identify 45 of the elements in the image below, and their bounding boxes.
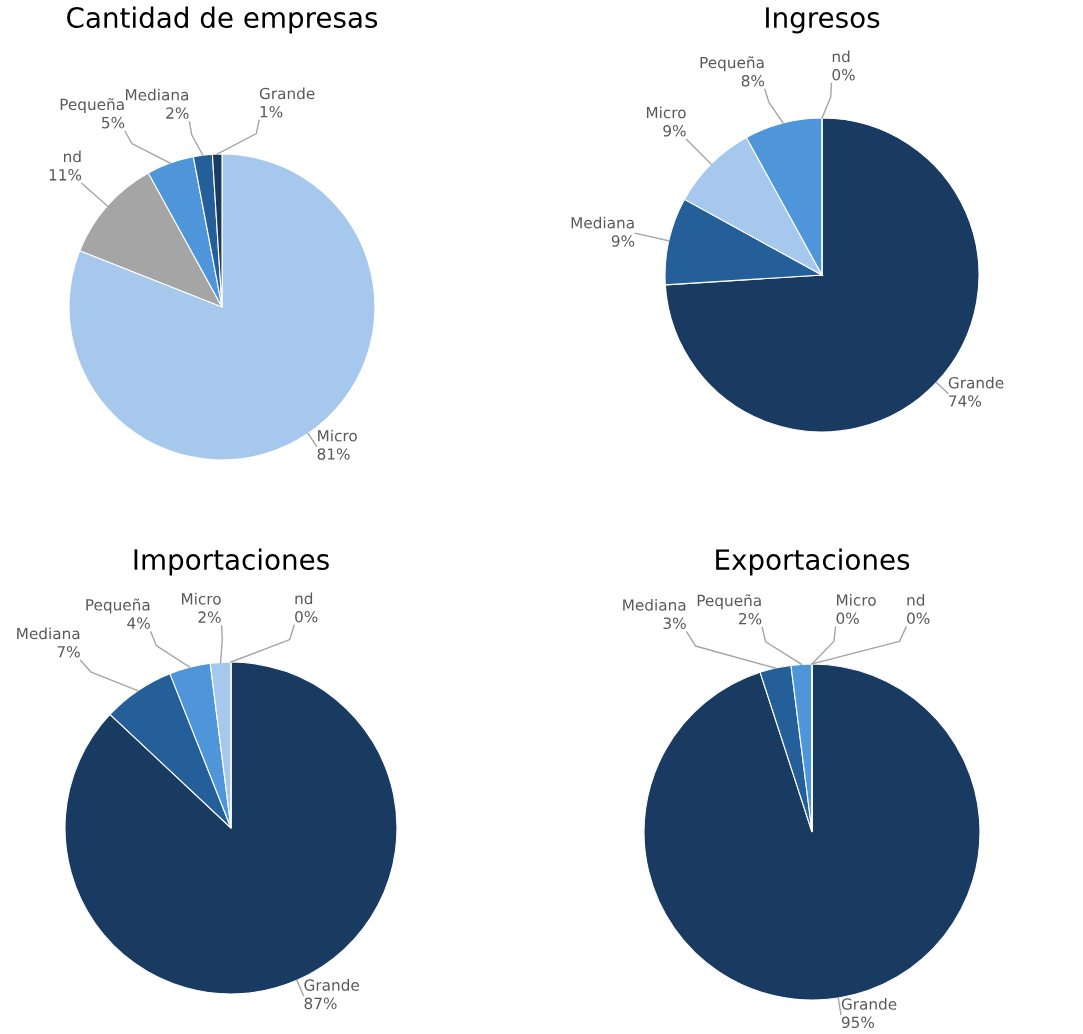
slice-label: Mediana — [17, 627, 80, 640]
data-label: 9% — [663, 125, 686, 137]
slice-label: Grande — [841, 998, 897, 1010]
slice-label: Micro — [181, 592, 221, 605]
text: 0% — [295, 610, 318, 623]
category-label: nd — [832, 50, 850, 63]
data-label: 95% — [841, 1016, 875, 1029]
data-label: 7% — [57, 645, 80, 658]
slice-label: Grande — [259, 87, 315, 100]
slice-label: Pequeña — [697, 594, 761, 610]
data-label: 11% — [49, 169, 82, 181]
data-label: 1% — [260, 105, 283, 118]
slice-label: Pequeña — [60, 98, 124, 114]
pie-slice — [64, 661, 398, 995]
category-label: Micro — [837, 593, 876, 606]
slice-label: Grande — [304, 979, 359, 991]
data-label: 5% — [102, 116, 125, 129]
data-label: 9% — [611, 235, 635, 247]
text: 0% — [907, 612, 930, 625]
slice-label: Micro — [318, 429, 357, 442]
data-label: 81% — [317, 448, 350, 460]
data-label: 8% — [741, 74, 765, 87]
slice-label: Pequeña — [700, 56, 764, 72]
data-label: 2% — [166, 107, 189, 119]
data-label: 2% — [198, 611, 221, 623]
slice-label: Mediana — [125, 88, 189, 101]
slice-label: Mediana — [571, 216, 634, 229]
chart-title: Importaciones — [134, 548, 329, 576]
data-label: 2% — [739, 612, 762, 625]
data-label: 87% — [304, 997, 337, 1010]
chart-title: Cantidad de empresas — [67, 6, 378, 34]
text: 0% — [832, 68, 855, 81]
slice-label: Micro — [646, 106, 686, 119]
text: 0% — [836, 612, 859, 625]
chart-title: Exportaciones — [716, 548, 910, 576]
slice-label: nd — [63, 150, 81, 163]
data-label: 74% — [949, 395, 982, 407]
slice-label: Grande — [948, 376, 1004, 389]
slice-label: Mediana — [623, 598, 686, 611]
slice-label: Pequeña — [86, 598, 150, 614]
category-label: nd — [907, 593, 925, 606]
chart-title: Ingresos — [766, 7, 880, 34]
data-label: 4% — [127, 617, 150, 629]
data-label: 3% — [663, 617, 686, 630]
category-label: nd — [295, 592, 313, 605]
